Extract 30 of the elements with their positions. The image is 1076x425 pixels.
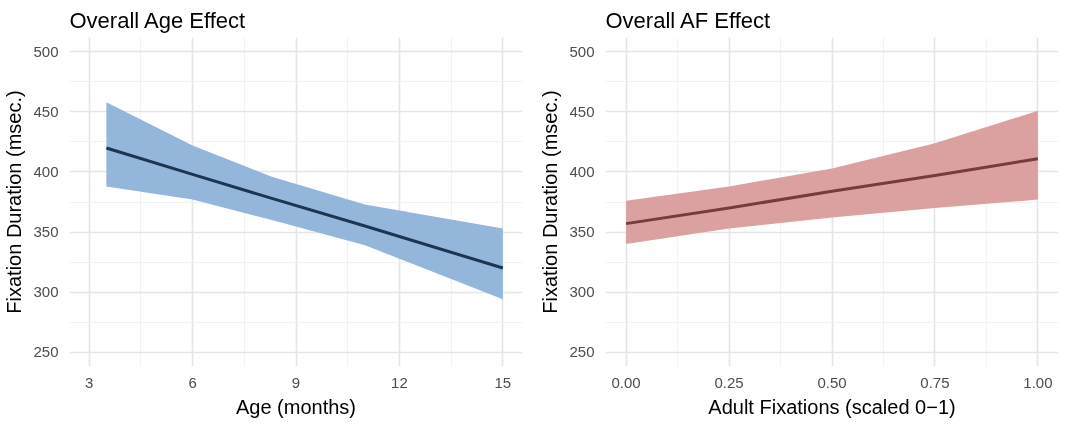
- x-axis-title: Adult Fixations (scaled 0−1): [708, 395, 956, 418]
- line-series: [624, 157, 1040, 226]
- y-tick-label: 250: [569, 343, 595, 361]
- y-tick-label: 500: [33, 42, 59, 60]
- y-tick-label: 350: [33, 223, 59, 241]
- y-tick-label: 400: [569, 162, 595, 180]
- y-tick-label: 250: [33, 343, 59, 361]
- x-tick-label: 15: [494, 373, 512, 391]
- y-axis-title: Fixation Duration (msec.): [539, 90, 562, 314]
- x-tick-label: 1.00: [1023, 373, 1053, 391]
- y-tick-label: 450: [569, 102, 595, 120]
- y-tick-label: 500: [569, 42, 595, 60]
- x-axis-title: Age (months): [235, 395, 357, 418]
- x-tick-label: 9: [291, 373, 301, 391]
- y-tick-label: 350: [569, 223, 595, 241]
- y-tick-label: 300: [33, 283, 59, 301]
- x-tick-label: 0.00: [611, 373, 641, 391]
- y-tick-label: 300: [569, 283, 595, 301]
- x-tick-label: 6: [188, 373, 197, 391]
- y-tick-label: 450: [33, 102, 59, 120]
- chart-title: Overall AF Effect: [605, 7, 771, 33]
- y-tick-label: 400: [33, 162, 59, 180]
- x-tick-label: 0.75: [920, 373, 950, 391]
- chart-title: Overall Age Effect: [69, 7, 246, 33]
- y-axis-title: Fixation Duration (msec.): [3, 90, 26, 314]
- x-tick-label: 0.50: [817, 373, 847, 391]
- x-tick-label: 12: [391, 373, 408, 391]
- x-tick-label: 0.25: [714, 373, 744, 391]
- x-tick-label: 3: [84, 373, 94, 391]
- line-series: [104, 146, 505, 270]
